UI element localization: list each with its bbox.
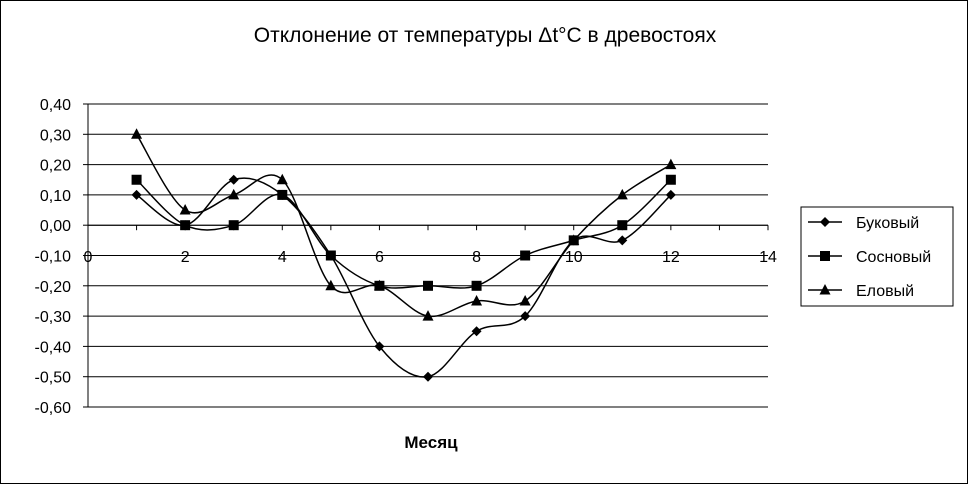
legend-marker xyxy=(819,284,831,295)
y-tick-label: -0,20 xyxy=(35,279,72,296)
y-tick-label: -0,50 xyxy=(35,370,72,387)
series-3 xyxy=(131,128,677,321)
x-tick-label: 6 xyxy=(375,249,384,266)
y-tick-label: 0,00 xyxy=(40,218,71,235)
legend-label: Сосновый xyxy=(856,249,931,266)
data-point xyxy=(519,294,531,306)
data-point xyxy=(228,188,240,200)
data-point xyxy=(180,220,191,231)
series-2 xyxy=(131,174,676,291)
legend-label: Еловый xyxy=(856,283,914,300)
data-point xyxy=(471,294,483,306)
legend-marker xyxy=(820,251,830,261)
x-tick-label: 0 xyxy=(84,249,93,266)
data-point xyxy=(665,174,676,185)
data-point xyxy=(374,341,385,352)
legend: Буковый Сосновый Еловый xyxy=(800,206,954,307)
data-point xyxy=(179,204,191,215)
x-tick-labels: 0 2 4 6 8 10 12 14 xyxy=(84,249,777,266)
data-point xyxy=(131,128,143,139)
x-axis-label: Месяц xyxy=(404,433,458,452)
data-point xyxy=(520,311,531,322)
y-tick-label: -0,10 xyxy=(35,249,72,266)
data-point xyxy=(617,220,628,231)
data-point xyxy=(471,280,482,291)
x-tick-label: 14 xyxy=(759,249,777,266)
data-point xyxy=(325,250,336,261)
data-point xyxy=(617,235,628,246)
legend-marker xyxy=(820,217,830,227)
data-point xyxy=(276,173,288,185)
y-tick-label: 0,10 xyxy=(40,188,71,205)
y-tick-label: -0,60 xyxy=(35,400,72,417)
data-point xyxy=(422,310,434,321)
data-point xyxy=(373,279,385,291)
axes xyxy=(83,103,769,408)
y-tick-label: -0,30 xyxy=(35,309,72,326)
x-tick-label: 2 xyxy=(181,249,190,266)
legend-label: Буковый xyxy=(856,215,919,232)
data-point xyxy=(131,189,142,200)
y-tick-label: 0,40 xyxy=(40,97,71,114)
y-tick-label: 0,20 xyxy=(40,158,71,175)
legend-item: Буковый xyxy=(808,215,919,232)
data-point xyxy=(423,371,433,382)
data-point xyxy=(616,188,628,200)
data-point xyxy=(665,158,677,170)
series-group xyxy=(131,128,677,382)
y-tick-labels: 0,40 0,30 0,20 0,10 0,00 -0,10 -0,20 -0,30 -0,40… xyxy=(35,97,72,417)
data-point xyxy=(471,326,482,337)
data-point xyxy=(228,220,239,231)
data-point xyxy=(520,250,531,261)
data-point xyxy=(228,174,239,185)
legend-item: Сосновый xyxy=(808,249,931,266)
x-tick-label: 4 xyxy=(278,249,287,266)
data-point xyxy=(131,174,142,185)
x-tick-label: 10 xyxy=(565,249,583,266)
data-point xyxy=(277,189,288,200)
y-tick-label: 0,30 xyxy=(40,127,71,144)
legend-item: Еловый xyxy=(808,283,914,300)
chart-title: Отклонение от температуры Δt°C в древост… xyxy=(254,24,717,47)
x-tick-label: 8 xyxy=(472,249,481,266)
data-point xyxy=(325,279,337,291)
data-point xyxy=(665,189,676,200)
x-tick-label: 12 xyxy=(662,249,680,266)
series-line xyxy=(136,177,672,378)
data-point xyxy=(568,234,580,245)
y-tick-label: -0,40 xyxy=(35,339,72,356)
series-line xyxy=(136,179,672,289)
data-point xyxy=(423,280,433,291)
